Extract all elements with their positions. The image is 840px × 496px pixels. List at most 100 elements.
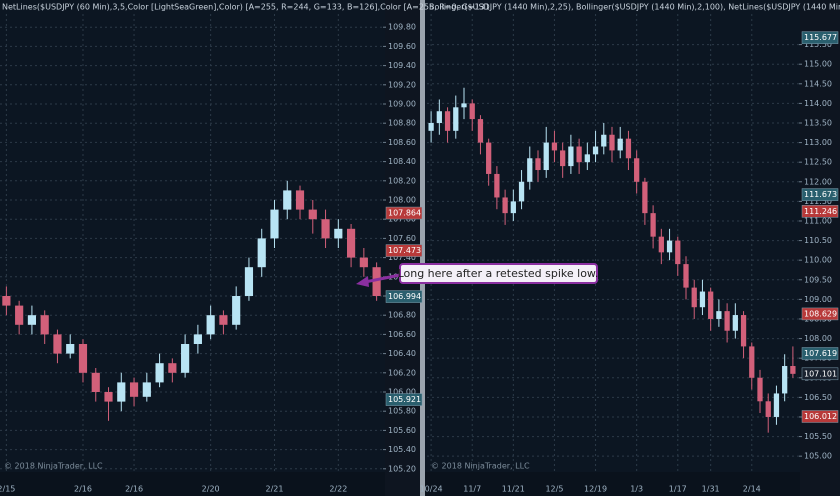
- x-tick-label: 2/16: [74, 485, 92, 494]
- chart-header: NetLines($USDJPY (60 Min),3,5,Color [Lig…: [2, 3, 492, 12]
- price-tag-label: 106.994: [388, 292, 421, 301]
- candle-body: [790, 366, 796, 374]
- price-tag: [801, 410, 839, 423]
- x-tick-label: 12/5: [545, 485, 563, 494]
- candle-body: [708, 291, 714, 319]
- candle-body: [568, 146, 574, 167]
- candle-body: [40, 315, 49, 335]
- y-tick-label: 109.00: [388, 100, 416, 109]
- y-tick-label: 108.20: [388, 176, 416, 185]
- chart-header: Bollinger($USDJPY (1440 Min),2,25), Boll…: [429, 3, 840, 12]
- y-tick-label: 111.00: [804, 216, 832, 225]
- candle-body: [510, 201, 516, 214]
- candle-body: [675, 240, 681, 265]
- x-tick-label: 2/14: [743, 485, 761, 494]
- candle-body: [551, 142, 558, 151]
- candle-body: [477, 119, 484, 143]
- copyright: © 2018 NinjaTrader, LLC: [4, 462, 103, 471]
- candle-body: [444, 111, 451, 131]
- candle-body: [576, 146, 582, 163]
- candle-body: [270, 209, 279, 239]
- candle-body: [469, 103, 475, 120]
- candle-body: [592, 146, 599, 155]
- y-tick-label: 108.00: [804, 334, 832, 343]
- y-tick-label: 114.00: [804, 99, 832, 108]
- x-tick-label: 2/16: [125, 485, 143, 494]
- candle-body: [724, 311, 730, 331]
- candle-body: [2, 296, 11, 306]
- price-tag-label: 111.246: [804, 207, 837, 216]
- candle-body: [257, 238, 266, 268]
- candle-body: [283, 190, 292, 210]
- y-tick-label: 106.00: [388, 388, 416, 397]
- y-tick-label: 105.60: [388, 426, 416, 435]
- y-tick-label: 106.60: [388, 330, 416, 339]
- price-tag-label: 107.101: [804, 369, 837, 378]
- y-tick-label: 109.40: [388, 61, 416, 70]
- candle-body: [650, 213, 656, 237]
- price-tag: [801, 205, 839, 218]
- y-tick-label: 111.50: [804, 197, 832, 206]
- candle-body: [666, 240, 673, 253]
- y-tick-label: 115.00: [804, 60, 832, 69]
- y-tick-label: 113.00: [804, 138, 832, 147]
- candle-body: [617, 138, 623, 151]
- candle-body: [535, 158, 541, 171]
- y-tick-label: 108.00: [388, 196, 416, 205]
- left-plot: [0, 0, 385, 472]
- candle-body: [15, 305, 24, 325]
- candle-body: [716, 311, 722, 319]
- y-tick-label: 107.40: [388, 253, 416, 262]
- price-tag-label: 106.012: [804, 412, 837, 421]
- y-tick-label: 110.50: [804, 236, 832, 245]
- candle-body: [219, 315, 228, 325]
- candle-body: [91, 372, 100, 392]
- candle-body: [502, 197, 508, 214]
- x-tick-label: 2/22: [329, 485, 347, 494]
- y-tick-label: 106.80: [388, 311, 416, 320]
- y-tick-label: 115.50: [804, 40, 832, 49]
- candle-body: [66, 344, 75, 354]
- candle-body: [691, 287, 697, 308]
- candle-body: [104, 392, 113, 402]
- candle-body: [518, 181, 525, 202]
- chart-layer: 105.20 105.40 105.60 105.80 106.00 106.20 106.…: [0, 3, 840, 494]
- y-tick-label: 108.40: [388, 157, 416, 166]
- right-plot: [425, 0, 800, 472]
- candle-body: [232, 296, 241, 325]
- x-tick-label: 11/7: [463, 485, 481, 494]
- candle-body: [625, 138, 632, 159]
- annotation-arrowhead: [356, 276, 369, 287]
- candle-body: [168, 363, 177, 373]
- candle-body: [486, 142, 492, 174]
- candle-body: [757, 377, 763, 402]
- candle-body: [543, 142, 549, 171]
- price-tag: [385, 244, 423, 257]
- candle-body: [78, 344, 88, 373]
- price-tag-label: 111.673: [804, 190, 837, 199]
- candle-body: [359, 257, 368, 268]
- x-tick-label: 2/15: [0, 485, 15, 494]
- price-tag-label: 105.921: [388, 395, 421, 404]
- y-tick-label: 108.80: [388, 119, 416, 128]
- price-tag-label: 115.677: [804, 33, 837, 42]
- y-tick-label: 109.80: [388, 23, 416, 32]
- candle-body: [584, 154, 590, 163]
- y-tick-label: 105.50: [804, 432, 832, 441]
- y-tick-label: 106.20: [388, 368, 416, 377]
- y-tick-label: 106.50: [804, 393, 832, 402]
- y-tick-label: 109.20: [388, 80, 416, 89]
- candle-body: [117, 382, 126, 402]
- y-tick-label: 107.60: [388, 234, 416, 243]
- candle-body: [642, 181, 648, 214]
- candle-body: [683, 264, 689, 288]
- candle-body: [634, 158, 640, 182]
- candle-body: [749, 346, 755, 378]
- candle-body: [295, 190, 305, 210]
- price-tag: [801, 347, 839, 360]
- candle-body: [461, 103, 467, 108]
- candle-body: [193, 334, 202, 344]
- price-tag: [385, 290, 423, 303]
- y-tick-label: 112.00: [804, 177, 832, 186]
